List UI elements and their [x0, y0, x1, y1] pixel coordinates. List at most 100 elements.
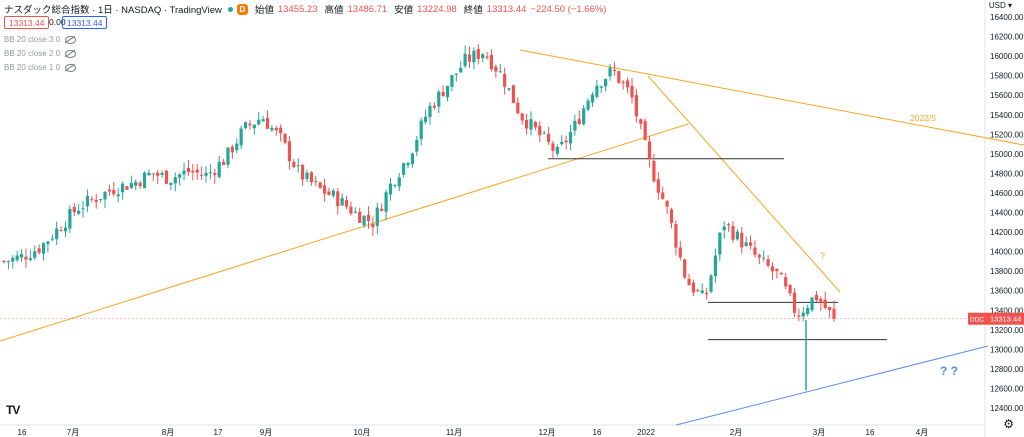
candle-body [252, 124, 256, 129]
candle-body [498, 71, 502, 73]
candle-body [770, 266, 775, 272]
candle-body [819, 298, 823, 303]
low-value: 13224.98 [417, 3, 457, 15]
candle-body [674, 224, 678, 248]
indicator-row-bb2[interactable]: BB 20 close 2 0 [4, 48, 77, 60]
time-tick-label: 8月 [162, 428, 174, 437]
close-label: 終値 [463, 5, 483, 16]
candle-body [314, 180, 318, 182]
candle-body [718, 232, 722, 255]
last-price-tag: 13313.44 [990, 315, 1021, 324]
candle-body [90, 198, 94, 200]
eye-hidden-icon[interactable] [65, 36, 77, 44]
candle-body [494, 66, 498, 72]
candle-body [327, 191, 331, 195]
candle-body [362, 215, 366, 226]
candle-body [801, 312, 805, 317]
candle-body [784, 277, 788, 287]
candle-body [103, 191, 107, 200]
currency-label[interactable]: USD ▾ [988, 1, 1012, 10]
candle-body [160, 172, 164, 175]
candle-body [156, 172, 160, 176]
price-tag-prefix: DDC [970, 317, 984, 324]
candle-body [546, 133, 551, 142]
candle-body [322, 185, 327, 194]
candle-body [11, 257, 15, 262]
candle-body [604, 78, 608, 87]
candle-body [85, 195, 90, 207]
candle-body [481, 54, 485, 59]
candle-body [630, 85, 634, 98]
candle-body [516, 102, 520, 114]
time-tick-label: 9月 [260, 428, 272, 437]
eye-hidden-icon[interactable] [65, 50, 77, 58]
candle-body [691, 282, 696, 293]
candle-body [120, 183, 125, 193]
candle-body [208, 172, 213, 174]
gear-icon[interactable]: ⚙ [1003, 417, 1014, 431]
candle-body [766, 259, 770, 266]
price-tick-label: 12800.00 [990, 365, 1024, 374]
eye-hidden-icon[interactable] [65, 64, 77, 72]
time-tick-label: 7月 [67, 428, 79, 437]
candle-body [828, 307, 832, 310]
candle-body [713, 255, 718, 276]
price-tick-label: 14600.00 [990, 189, 1024, 198]
candle-body [129, 183, 133, 188]
candle-body [138, 182, 142, 187]
candle-body [63, 227, 68, 232]
candle-body [621, 81, 625, 83]
candle-body [349, 206, 353, 214]
price-tick-label: 14000.00 [990, 248, 1024, 257]
candle-body [503, 74, 507, 87]
price-tick-label: 14400.00 [990, 209, 1024, 218]
candle-body [533, 121, 537, 128]
open-label: 始値 [254, 5, 274, 16]
price-tick-label: 16400.00 [990, 13, 1024, 22]
candle-body [806, 308, 810, 315]
candle-body [696, 290, 700, 292]
indicator-label: BB 20 close 2 0 [4, 49, 61, 58]
high-label: 高値 [324, 5, 344, 16]
candle-body [423, 116, 428, 123]
candle-body [239, 128, 243, 146]
candle-body [419, 120, 423, 139]
candle-body [727, 224, 731, 226]
candle-body [279, 127, 283, 134]
candle-body [28, 258, 32, 260]
buy-price-box[interactable]: 13313.44 [62, 16, 108, 29]
symbol-title[interactable]: ナスダック総合指数 · 1日 · NASDAQ · TradingView [4, 5, 222, 16]
candle-body [318, 182, 322, 188]
candle-body [582, 108, 586, 125]
candle-body [634, 95, 638, 117]
price-tick-label: 13600.00 [990, 287, 1024, 296]
candle-body [441, 91, 445, 97]
indicator-row-bb3[interactable]: BB 20 close 3 0 [4, 34, 77, 46]
tradingview-logo: TV [6, 403, 20, 417]
candle-body [309, 172, 314, 183]
candle-body [388, 183, 393, 195]
candle-body [151, 173, 155, 175]
spread-value: 0.00 [49, 17, 66, 27]
time-tick-label: 3月 [813, 428, 825, 437]
candle-body [173, 177, 177, 184]
trendline-support-blue [675, 345, 989, 426]
sell-price-box[interactable]: 13313.44 [4, 16, 50, 29]
annotation-question-blue: ? ? [940, 364, 958, 378]
candle-body [542, 132, 546, 134]
candle-body [33, 251, 37, 258]
time-tick-label: 16 [18, 428, 27, 437]
candle-body [397, 177, 401, 187]
candle-body [669, 209, 674, 223]
price-tick-label: 15600.00 [990, 91, 1024, 100]
price-tick-label: 13400.00 [990, 306, 1024, 315]
candle-body [507, 88, 511, 90]
candle-body [99, 199, 103, 201]
candle-body [445, 85, 450, 98]
candle-body [538, 125, 542, 136]
price-tick-label: 16200.00 [990, 33, 1024, 42]
indicator-row-bb1[interactable]: BB 20 close 1 0 [4, 62, 77, 74]
candle-body [81, 208, 85, 210]
candle-body [450, 75, 454, 87]
